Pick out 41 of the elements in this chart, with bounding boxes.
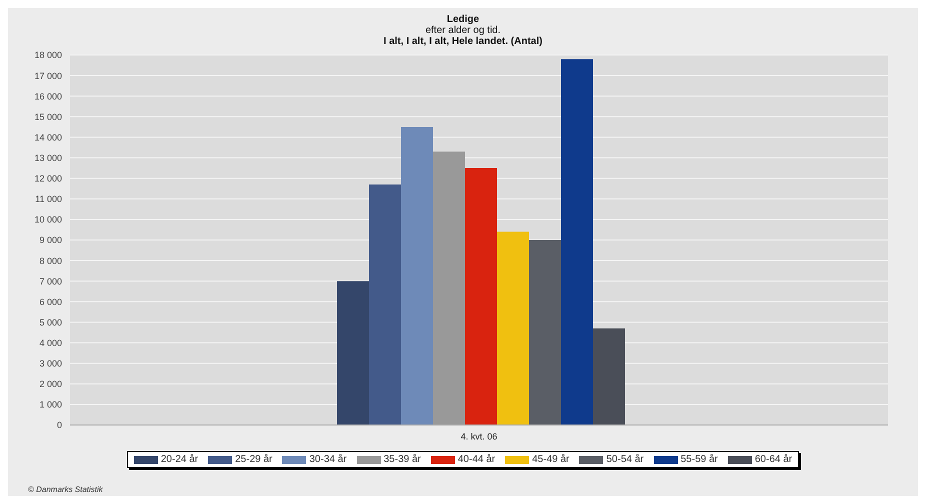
y-tick-label: 18 000 (34, 50, 62, 60)
y-tick-label: 4 000 (39, 338, 62, 348)
y-tick-label: 1 000 (39, 400, 62, 410)
legend-label: 30-34 år (309, 454, 347, 465)
text: © Danmarks Statistik (28, 485, 103, 494)
y-tick-label: 7 000 (39, 276, 62, 286)
legend-label: 55-59 år (680, 454, 718, 465)
legend-label: 20-24 år (160, 454, 198, 465)
y-tick-label: 16 000 (34, 91, 62, 102)
bar (593, 328, 625, 425)
legend-label: 45-49 år (532, 454, 570, 465)
y-tick-label: 0 (56, 420, 62, 430)
chart-title: Ledige (446, 14, 480, 25)
x-tick-label: 4. kvt. 06 (460, 431, 498, 442)
legend-label: 40-44 år (458, 454, 496, 465)
legend-label: 50-54 år (606, 454, 644, 465)
bar (561, 59, 593, 425)
y-tick-label: 5 000 (39, 317, 62, 328)
y-tick-label: 6 000 (39, 296, 62, 307)
chart-subtitle: efter alder og tid. I alt, I alt, I alt, Hele landet. (Antal) (382, 25, 544, 47)
y-tick-label: 10 000 (34, 214, 62, 225)
y-tick-label: 17 000 (34, 70, 62, 81)
bar (529, 240, 561, 425)
y-tick-label: 13 000 (34, 152, 62, 163)
bar (465, 168, 497, 425)
bar (369, 184, 401, 425)
bar (401, 126, 433, 425)
y-tick-label: 15 000 (34, 112, 62, 122)
y-tick-label: 8 000 (39, 256, 62, 266)
bar (497, 232, 529, 425)
y-tick-label: 3 000 (39, 358, 62, 369)
y-tick-label: 9 000 (39, 235, 62, 246)
bar (433, 152, 465, 425)
legend-label: 25-29 år (235, 454, 272, 465)
y-tick-label: 2 000 (39, 379, 62, 390)
y-tick-label: 12 000 (34, 174, 62, 184)
y-tick-label: 14 000 (34, 132, 62, 142)
legend-label: 60-64 år (754, 454, 792, 465)
bar (337, 281, 369, 425)
legend-label: 35-39 år (384, 454, 421, 465)
y-tick-label: 11 000 (35, 194, 62, 204)
